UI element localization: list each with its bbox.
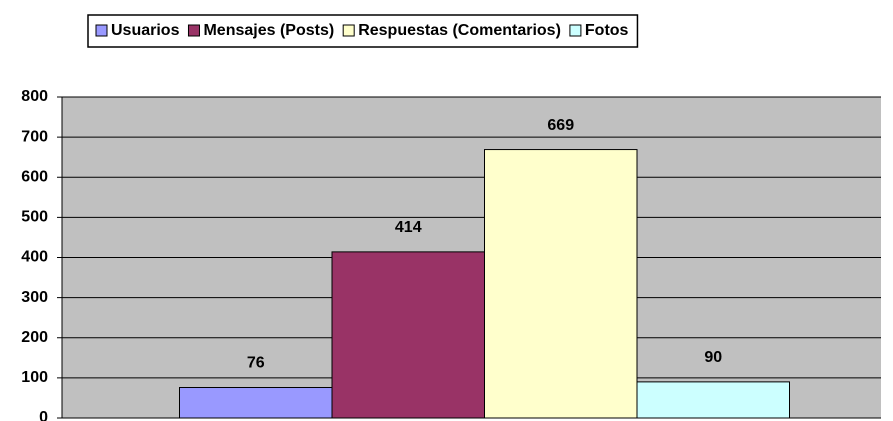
legend-label: Fotos [585,22,629,39]
legend-label: Mensajes (Posts) [203,22,334,39]
y-tick-label: 700 [21,128,48,145]
legend-label: Respuestas (Comentarios) [358,22,561,39]
y-tick-label: 300 [21,289,48,306]
y-tick-label: 200 [21,329,48,346]
bar [179,387,333,419]
legend-swatch [342,24,355,37]
data-label: 90 [704,349,722,366]
data-label: 76 [247,355,265,372]
legend [87,14,639,48]
y-tick-label: 600 [21,168,48,185]
y-tick-label: 0 [39,409,48,421]
y-tick-label: 800 [21,88,48,105]
legend-swatch [187,24,200,37]
bar [484,149,638,419]
y-tick-label: 400 [21,249,48,266]
y-tick-label: 500 [21,209,48,226]
data-label: 669 [547,117,574,134]
data-label: 414 [395,219,422,236]
legend-swatch [569,24,582,37]
bar [636,381,790,419]
legend-label: Usuarios [111,22,180,39]
y-tick-label: 100 [21,369,48,386]
bar [331,251,485,419]
legend-swatch [95,24,108,37]
